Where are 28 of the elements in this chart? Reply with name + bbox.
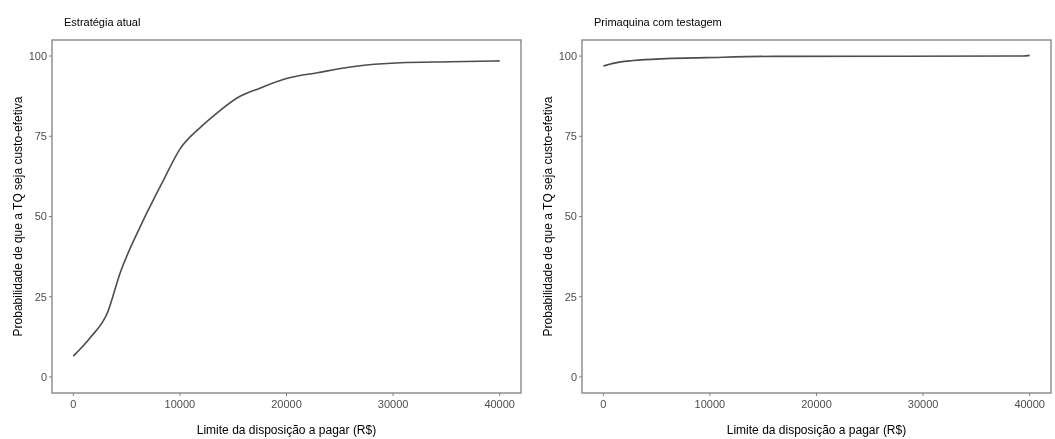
- x-tick-label: 30000: [907, 398, 939, 410]
- x-tick-label: 40000: [484, 398, 515, 410]
- line-series: [72, 60, 501, 357]
- x-tick-label: 40000: [1014, 398, 1045, 410]
- chart-title: Estratégia atual: [64, 16, 141, 28]
- x-axis-title: Limite da disposição a pagar (R$): [196, 423, 377, 437]
- x-tick-label: 0: [600, 398, 607, 410]
- x-tick-label: 10000: [164, 398, 196, 410]
- y-tick-label: 50: [34, 210, 47, 223]
- line-series: [602, 54, 1031, 67]
- y-tick-label: 75: [34, 130, 47, 143]
- x-axis-title: Limite da disposição a pagar (R$): [726, 423, 907, 437]
- y-tick-label: 75: [564, 130, 577, 143]
- y-tick-label: 100: [558, 49, 577, 62]
- x-tick-label: 10000: [694, 398, 726, 410]
- x-tick-label: 20000: [271, 398, 302, 410]
- chart-title: Primaquina com testagem: [594, 16, 722, 28]
- y-axis-title: Probabilidade de que a TQ seja custo-efetiva: [11, 96, 25, 337]
- y-tick-label: 0: [570, 370, 577, 383]
- y-tick-label: 50: [564, 210, 577, 223]
- x-tick-label: 30000: [377, 398, 409, 410]
- y-tick-label: 25: [34, 290, 47, 303]
- y-tick-label: 100: [28, 49, 47, 62]
- y-tick-label: 0: [40, 370, 47, 383]
- y-axis-title: Probabilidade de que a TQ seja custo-efetiva: [541, 96, 555, 337]
- y-tick-label: 25: [564, 290, 577, 303]
- x-tick-label: 0: [70, 398, 77, 410]
- x-tick-label: 20000: [801, 398, 832, 410]
